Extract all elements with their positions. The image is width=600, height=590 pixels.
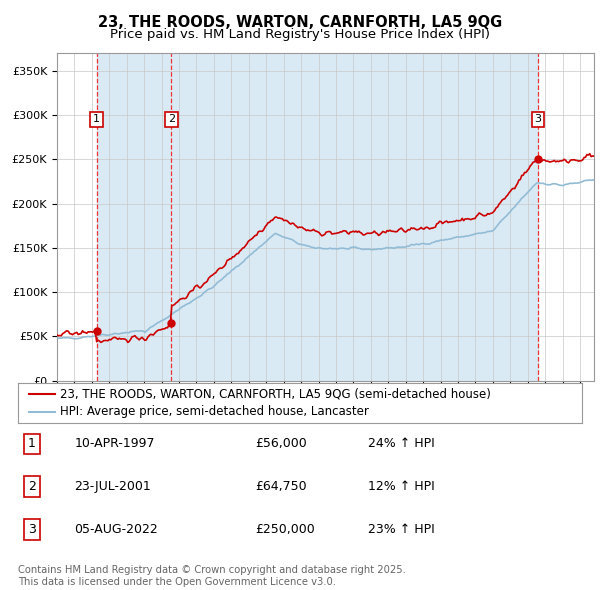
- Text: Price paid vs. HM Land Registry's House Price Index (HPI): Price paid vs. HM Land Registry's House …: [110, 28, 490, 41]
- Text: 2: 2: [168, 114, 175, 124]
- Text: Contains HM Land Registry data © Crown copyright and database right 2025.
This d: Contains HM Land Registry data © Crown c…: [18, 565, 406, 587]
- Text: 23, THE ROODS, WARTON, CARNFORTH, LA5 9QG: 23, THE ROODS, WARTON, CARNFORTH, LA5 9Q…: [98, 15, 502, 30]
- Text: 24% ↑ HPI: 24% ↑ HPI: [368, 437, 434, 451]
- Bar: [172, 53, 538, 381]
- Text: 12% ↑ HPI: 12% ↑ HPI: [368, 480, 434, 493]
- Text: £64,750: £64,750: [255, 480, 307, 493]
- Text: 3: 3: [535, 114, 542, 124]
- Text: 05-AUG-2022: 05-AUG-2022: [74, 523, 158, 536]
- Text: 10-APR-1997: 10-APR-1997: [74, 437, 155, 451]
- Bar: [97, 53, 172, 381]
- Text: 23-JUL-2001: 23-JUL-2001: [74, 480, 151, 493]
- Text: 3: 3: [28, 523, 36, 536]
- Text: £250,000: £250,000: [255, 523, 314, 536]
- Text: 1: 1: [93, 114, 100, 124]
- Text: HPI: Average price, semi-detached house, Lancaster: HPI: Average price, semi-detached house,…: [60, 405, 369, 418]
- Text: £56,000: £56,000: [255, 437, 307, 451]
- Text: 23, THE ROODS, WARTON, CARNFORTH, LA5 9QG (semi-detached house): 23, THE ROODS, WARTON, CARNFORTH, LA5 9Q…: [60, 388, 491, 401]
- Text: 23% ↑ HPI: 23% ↑ HPI: [368, 523, 434, 536]
- Text: 2: 2: [28, 480, 36, 493]
- Text: 1: 1: [28, 437, 36, 451]
